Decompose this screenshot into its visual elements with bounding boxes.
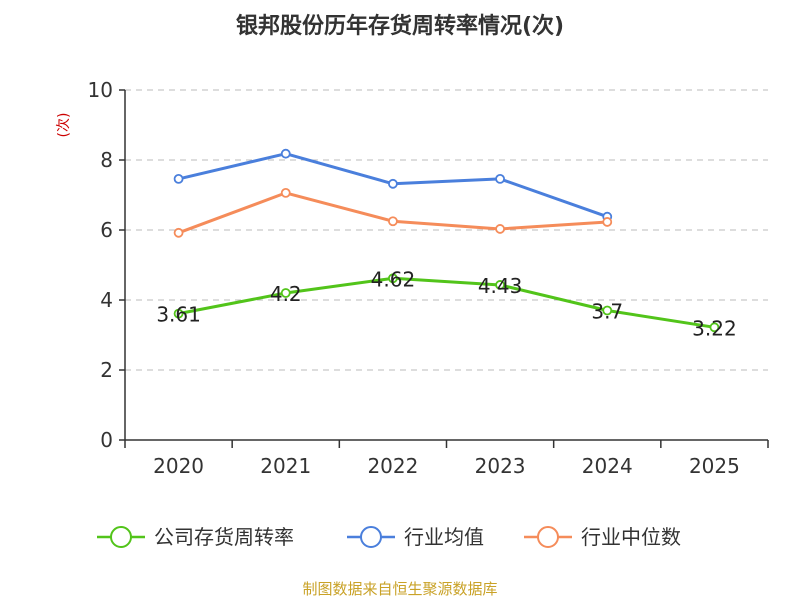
data-point (388, 178, 398, 189)
legend: 公司存货周转率 行业均值 行业中位数 (97, 525, 681, 549)
series-2 (173, 187, 613, 238)
data-point (388, 216, 398, 227)
data-label: 3.7 (591, 300, 623, 324)
data-point (495, 224, 505, 234)
chart-title: 银邦股份历年存货周转率情况(次) (236, 13, 564, 39)
data-point (173, 227, 184, 238)
series-1 (173, 148, 613, 222)
legend-item[interactable]: 行业中位数 (524, 525, 681, 549)
data-label: 3.61 (156, 303, 201, 327)
series-line (178, 276, 715, 329)
y-tick-label: 4 (100, 288, 113, 312)
y-axis-unit-label: (次) (56, 113, 72, 138)
y-tick-label: 6 (100, 218, 113, 242)
legend-label: 公司存货周转率 (154, 525, 294, 549)
data-point (173, 308, 184, 319)
data-label: 4.62 (371, 267, 416, 291)
y-tick-label: 8 (100, 148, 113, 172)
data-labels: 3.61 4.2 4.62 4.43 3.7 3.22 (156, 267, 736, 340)
data-label: 3.22 (692, 316, 737, 340)
legend-label: 行业均值 (404, 525, 484, 549)
x-tick-label: 2025 (689, 454, 740, 478)
x-tick-label: 2020 (153, 454, 204, 478)
y-tick-label: 2 (100, 358, 113, 382)
data-point (602, 217, 613, 227)
axes: 0 2 4 6 8 10 2020 2021 2022 2023 2024 2025 (88, 78, 769, 478)
series-lines (173, 148, 720, 333)
data-label: 4.43 (478, 274, 523, 298)
data-point (602, 305, 613, 316)
data-point (280, 288, 291, 298)
legend-label: 行业中位数 (581, 525, 681, 549)
data-point (709, 322, 720, 333)
x-tick-label: 2023 (475, 454, 526, 478)
data-point (173, 173, 184, 184)
y-tick-label: 10 (88, 78, 113, 102)
legend-marker-icon (110, 526, 132, 548)
data-point (495, 173, 505, 184)
series-line (178, 191, 608, 235)
y-tick-label: 0 (100, 428, 113, 452)
legend-marker-icon (360, 526, 382, 548)
x-tick-label: 2024 (582, 454, 633, 478)
gridlines (125, 89, 768, 371)
x-tick-label: 2022 (367, 454, 418, 478)
data-label: 4.2 (270, 282, 302, 306)
data-point (495, 280, 505, 290)
source-note: 制图数据来自恒生聚源数据库 (302, 580, 497, 598)
data-point (280, 148, 291, 159)
legend-marker-icon (537, 526, 559, 548)
legend-item[interactable]: 公司存货周转率 (97, 525, 294, 549)
data-point (388, 273, 398, 284)
series-0 (173, 273, 720, 333)
legend-item[interactable]: 行业均值 (347, 525, 484, 549)
x-tick-label: 2021 (260, 454, 311, 478)
data-point (280, 187, 291, 198)
